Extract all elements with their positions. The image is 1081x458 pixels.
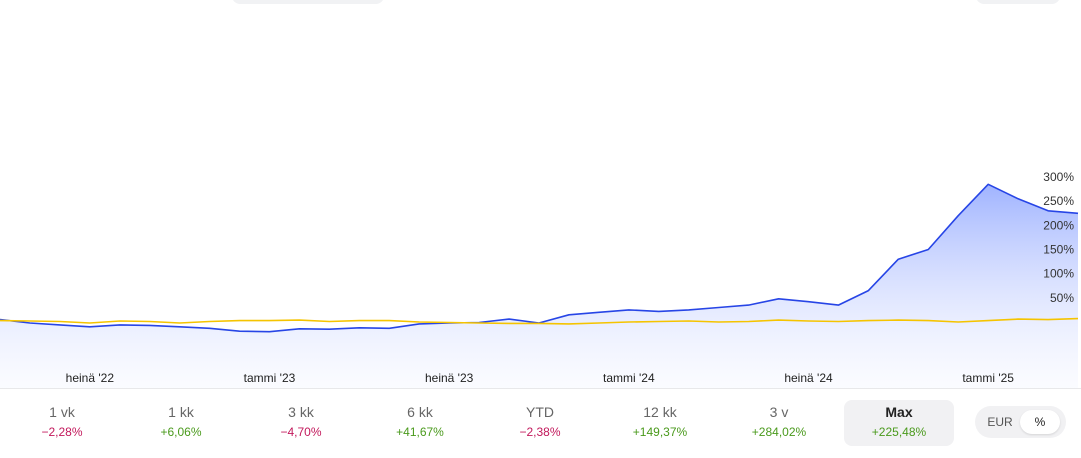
unit-toggle[interactable]: EUR % <box>975 406 1066 438</box>
period-change-value: +225,48% <box>871 425 927 439</box>
top-control-right[interactable] <box>976 0 1060 4</box>
period-change-value: +284,02% <box>751 425 807 439</box>
x-tick-label: tammi '23 <box>244 371 296 385</box>
period-change-value: +41,67% <box>396 425 444 439</box>
x-tick-label: tammi '24 <box>603 371 655 385</box>
x-tick-label: heinä '24 <box>784 371 833 385</box>
x-tick-label: heinä '23 <box>425 371 474 385</box>
period-button[interactable]: 12 kk +149,37% <box>605 400 715 446</box>
y-tick-label: 150% <box>1043 243 1074 257</box>
period-label: 3 v <box>769 404 789 420</box>
period-label: 12 kk <box>643 404 677 420</box>
period-label: YTD <box>526 404 554 420</box>
period-change-value: +149,37% <box>632 425 688 439</box>
period-change-value: −4,70% <box>280 425 322 439</box>
y-tick-label: 100% <box>1043 267 1074 281</box>
series-area-0 <box>0 184 1078 388</box>
y-tick-label: 300% <box>1043 170 1074 184</box>
period-change-value: −2,28% <box>41 425 83 439</box>
period-button[interactable]: Max +225,48% <box>844 400 954 446</box>
y-tick-label: 50% <box>1050 291 1074 305</box>
period-button[interactable]: 3 v +284,02% <box>724 400 834 446</box>
series-line-1 <box>0 317 1079 325</box>
period-button[interactable]: YTD −2,38% <box>485 400 595 446</box>
period-change-value: −2,38% <box>519 425 561 439</box>
period-button[interactable]: 3 kk −4,70% <box>246 400 356 446</box>
period-label: 1 vk <box>49 404 75 420</box>
period-button[interactable]: 1 vk −2,28% <box>7 400 117 446</box>
period-change-value: +6,06% <box>160 425 202 439</box>
top-control-left[interactable] <box>232 0 384 4</box>
period-label: 3 kk <box>288 404 314 420</box>
period-label: Max <box>885 404 913 420</box>
x-tick-label: tammi '25 <box>962 371 1014 385</box>
percent-toggle-option[interactable]: % <box>1020 410 1060 434</box>
period-selector: 1 vk −2,28% 1 kk +6,06% 3 kk −4,70% 6 kk +41,67… <box>0 388 1081 458</box>
period-button[interactable]: 6 kk +41,67% <box>365 400 475 446</box>
period-label: 6 kk <box>407 404 433 420</box>
y-tick-label: 250% <box>1043 194 1074 208</box>
x-tick-label: heinä '22 <box>66 371 115 385</box>
eur-toggle-option[interactable]: EUR <box>987 415 1013 429</box>
performance-chart: 50% 100% 150% 200% 250% 300% heinä '22 tammi '… <box>0 170 1079 388</box>
period-button[interactable]: 1 kk +6,06% <box>126 400 236 446</box>
y-tick-label: 200% <box>1043 218 1074 232</box>
period-label: 1 kk <box>168 404 194 420</box>
